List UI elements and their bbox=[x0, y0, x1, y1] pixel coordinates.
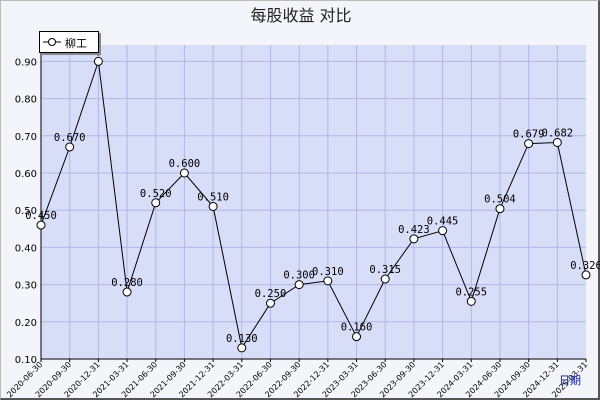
data-point bbox=[36, 220, 46, 230]
y-tick-label: 0.40 bbox=[15, 243, 37, 254]
legend-marker-icon bbox=[43, 38, 61, 46]
y-tick-label: 0.70 bbox=[15, 132, 37, 143]
data-point bbox=[294, 280, 304, 290]
y-tick-label: 0.10 bbox=[15, 355, 37, 366]
data-label: 0.450 bbox=[25, 210, 57, 222]
data-label: 0.255 bbox=[455, 286, 487, 298]
plot-area bbox=[41, 45, 586, 359]
y-tick-label: 0.20 bbox=[15, 318, 37, 329]
data-point bbox=[409, 234, 419, 244]
data-point bbox=[151, 198, 161, 208]
gridlines bbox=[41, 45, 586, 359]
y-tick-label: 0.60 bbox=[15, 169, 37, 180]
data-label: 0.315 bbox=[369, 264, 401, 276]
data-label: 0.280 bbox=[111, 277, 143, 289]
y-tick-label: 0.90 bbox=[15, 57, 37, 68]
y-tick-label: 0.30 bbox=[15, 281, 37, 292]
data-label: 0.520 bbox=[140, 188, 172, 200]
data-label: 0.326 bbox=[570, 260, 600, 272]
chart-title: 每股收益 对比 bbox=[250, 6, 351, 25]
data-point bbox=[581, 270, 591, 280]
x-axis-title: 日期 bbox=[559, 374, 581, 387]
data-label: 0.504 bbox=[484, 194, 516, 206]
data-point bbox=[208, 201, 218, 211]
data-label: 0.445 bbox=[427, 216, 459, 228]
data-point bbox=[438, 226, 448, 236]
series-line bbox=[36, 56, 591, 353]
data-point bbox=[237, 343, 247, 353]
legend: 柳工 bbox=[39, 31, 99, 53]
data-point bbox=[323, 276, 333, 286]
data-point bbox=[179, 168, 189, 178]
data-point bbox=[495, 204, 505, 214]
data-label: 0.300 bbox=[283, 270, 315, 282]
legend-label: 柳工 bbox=[65, 37, 87, 50]
data-point bbox=[524, 139, 534, 149]
data-label: 0.160 bbox=[341, 322, 373, 334]
data-point bbox=[93, 56, 103, 66]
data-point bbox=[65, 142, 75, 152]
data-label: 0.600 bbox=[169, 158, 201, 170]
data-point bbox=[380, 274, 390, 284]
data-label: 0.423 bbox=[398, 224, 430, 236]
data-label: 0.670 bbox=[54, 132, 86, 144]
data-label: 0.682 bbox=[542, 127, 574, 139]
data-point bbox=[265, 298, 275, 308]
data-point bbox=[552, 137, 562, 147]
data-label: 0.510 bbox=[197, 191, 229, 203]
data-label: 0.679 bbox=[513, 129, 545, 141]
y-tick-label: 0.80 bbox=[15, 95, 37, 106]
data-point bbox=[352, 332, 362, 342]
data-label: 0.310 bbox=[312, 266, 344, 278]
data-label: 0.130 bbox=[226, 333, 258, 345]
data-labels: 0.4500.67000.2800.5200.6000.5100.1300.25… bbox=[25, 46, 600, 344]
data-label: 0.250 bbox=[255, 288, 287, 300]
data-point bbox=[466, 296, 476, 306]
series-polyline bbox=[40, 61, 587, 350]
y-tick-label: 0.50 bbox=[15, 206, 37, 217]
data-point bbox=[122, 287, 132, 297]
